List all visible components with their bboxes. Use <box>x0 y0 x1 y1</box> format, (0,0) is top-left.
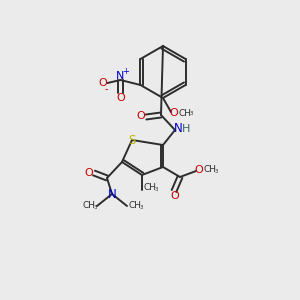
Text: CH: CH <box>128 202 142 211</box>
Text: S: S <box>128 134 136 146</box>
Text: +: + <box>122 67 129 76</box>
Text: N: N <box>174 122 182 134</box>
Text: O: O <box>169 108 178 118</box>
Text: $_3$: $_3$ <box>140 202 145 211</box>
Text: N: N <box>116 71 125 81</box>
Text: O: O <box>136 111 146 121</box>
Text: N: N <box>108 188 116 200</box>
Text: CH: CH <box>178 109 191 118</box>
Text: CH: CH <box>143 184 157 193</box>
Text: O: O <box>85 168 93 178</box>
Text: O: O <box>195 165 203 175</box>
Text: $_3$: $_3$ <box>214 167 220 176</box>
Text: $_3$: $_3$ <box>189 110 195 118</box>
Text: $_3$: $_3$ <box>93 202 99 211</box>
Text: O: O <box>98 78 107 88</box>
Text: CH: CH <box>82 202 95 211</box>
Text: O: O <box>171 191 179 201</box>
Text: O: O <box>116 93 125 103</box>
Text: H: H <box>182 124 190 134</box>
Text: $_3$: $_3$ <box>154 184 160 194</box>
Text: CH: CH <box>203 166 217 175</box>
Text: -: - <box>105 84 108 94</box>
